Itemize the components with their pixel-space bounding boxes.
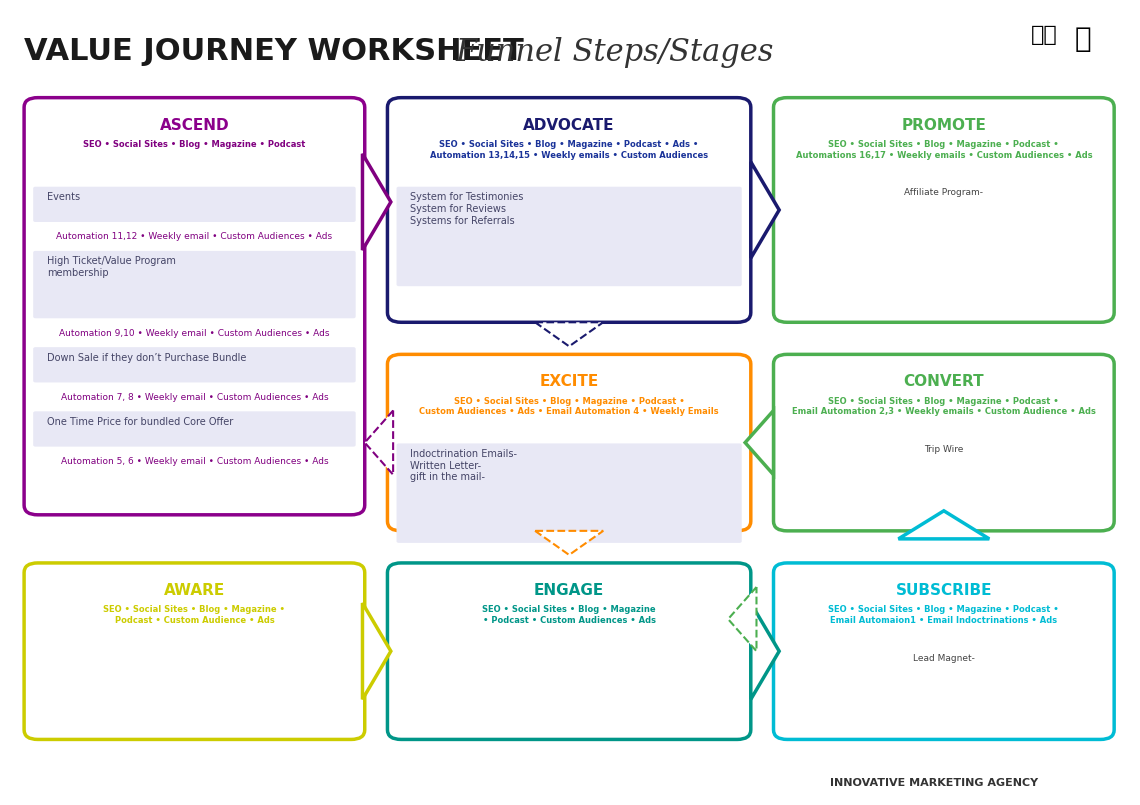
Text: Trip Wire: Trip Wire xyxy=(925,445,963,454)
Text: SEO • Social Sites • Blog • Magazine •
Podcast • Custom Audience • Ads: SEO • Social Sites • Blog • Magazine • P… xyxy=(104,605,285,625)
Text: Down Sale if they don’t Purchase Bundle: Down Sale if they don’t Purchase Bundle xyxy=(47,353,246,363)
FancyBboxPatch shape xyxy=(33,411,356,447)
FancyBboxPatch shape xyxy=(774,97,1114,322)
Text: AWARE: AWARE xyxy=(164,583,225,598)
FancyBboxPatch shape xyxy=(33,251,356,318)
Text: SEO • Social Sites • Blog • Magazine • Podcast: SEO • Social Sites • Blog • Magazine • P… xyxy=(83,140,306,149)
Text: SEO • Social Sites • Blog • Magazine • Podcast • Ads •
Automation 13,14,15 • Wee: SEO • Social Sites • Blog • Magazine • P… xyxy=(430,140,708,159)
FancyBboxPatch shape xyxy=(388,354,751,530)
FancyBboxPatch shape xyxy=(774,354,1114,530)
Polygon shape xyxy=(751,603,780,700)
Text: ASCEND: ASCEND xyxy=(160,118,229,133)
Polygon shape xyxy=(363,603,391,700)
Text: SEO • Social Sites • Blog • Magazine • Podcast •
Email Automation 2,3 • Weekly e: SEO • Social Sites • Blog • Magazine • P… xyxy=(792,397,1096,416)
Polygon shape xyxy=(535,322,603,346)
Text: SEO • Social Sites • Blog • Magazine
• Podcast • Custom Audiences • Ads: SEO • Social Sites • Blog • Magazine • P… xyxy=(482,605,656,625)
Text: 🏃: 🏃 xyxy=(1075,26,1091,53)
Polygon shape xyxy=(746,411,774,475)
Text: VALUE JOURNEY WORKSHEET: VALUE JOURNEY WORKSHEET xyxy=(24,38,524,67)
Polygon shape xyxy=(751,162,780,258)
Text: High Ticket/Value Program
membership: High Ticket/Value Program membership xyxy=(47,257,176,278)
Text: Lead Magnet-: Lead Magnet- xyxy=(913,654,975,663)
Text: System for Testimonies
System for Reviews
Systems for Referrals: System for Testimonies System for Review… xyxy=(410,192,523,225)
Text: INNOVATIVE MARKETING AGENCY: INNOVATIVE MARKETING AGENCY xyxy=(830,778,1039,787)
Text: ENGAGE: ENGAGE xyxy=(534,583,604,598)
Text: 🧍🤸: 🧍🤸 xyxy=(1031,26,1058,45)
Polygon shape xyxy=(363,154,391,250)
Text: ADVOCATE: ADVOCATE xyxy=(523,118,614,133)
Text: Funnel Steps/Stages: Funnel Steps/Stages xyxy=(456,38,774,68)
FancyBboxPatch shape xyxy=(397,187,742,287)
Text: EXCITE: EXCITE xyxy=(539,374,599,390)
Text: Automation 9,10 • Weekly email • Custom Audiences • Ads: Automation 9,10 • Weekly email • Custom … xyxy=(59,328,329,337)
Text: SEO • Social Sites • Blog • Magazine • Podcast •
Custom Audiences • Ads • Email : SEO • Social Sites • Blog • Magazine • P… xyxy=(420,397,719,416)
FancyBboxPatch shape xyxy=(33,347,356,382)
Text: SEO • Social Sites • Blog • Magazine • Podcast •
Automations 16,17 • Weekly emai: SEO • Social Sites • Blog • Magazine • P… xyxy=(796,140,1092,159)
FancyBboxPatch shape xyxy=(397,444,742,543)
Text: SUBSCRIBE: SUBSCRIBE xyxy=(896,583,992,598)
FancyBboxPatch shape xyxy=(24,97,365,515)
Text: One Time Price for bundled Core Offer: One Time Price for bundled Core Offer xyxy=(47,417,233,427)
Polygon shape xyxy=(365,411,393,475)
Text: CONVERT: CONVERT xyxy=(904,374,984,390)
FancyBboxPatch shape xyxy=(774,563,1114,740)
Polygon shape xyxy=(728,587,757,651)
FancyBboxPatch shape xyxy=(33,187,356,222)
Text: PROMOTE: PROMOTE xyxy=(902,118,986,133)
Text: Events: Events xyxy=(47,192,80,202)
Polygon shape xyxy=(535,530,603,555)
FancyBboxPatch shape xyxy=(24,563,365,740)
Text: Automation 5, 6 • Weekly email • Custom Audiences • Ads: Automation 5, 6 • Weekly email • Custom … xyxy=(60,457,328,466)
Text: Automation 7, 8 • Weekly email • Custom Audiences • Ads: Automation 7, 8 • Weekly email • Custom … xyxy=(60,393,328,402)
FancyBboxPatch shape xyxy=(388,97,751,322)
Polygon shape xyxy=(898,511,990,539)
Text: Automation 11,12 • Weekly email • Custom Audiences • Ads: Automation 11,12 • Weekly email • Custom… xyxy=(56,233,333,242)
Text: SEO • Social Sites • Blog • Magazine • Podcast •
Email Automaion1 • Email Indoct: SEO • Social Sites • Blog • Magazine • P… xyxy=(829,605,1059,625)
FancyBboxPatch shape xyxy=(388,563,751,740)
Text: Indoctrination Emails-
Written Letter-
gift in the mail-: Indoctrination Emails- Written Letter- g… xyxy=(410,449,518,482)
Text: Affiliate Program-: Affiliate Program- xyxy=(904,188,984,197)
